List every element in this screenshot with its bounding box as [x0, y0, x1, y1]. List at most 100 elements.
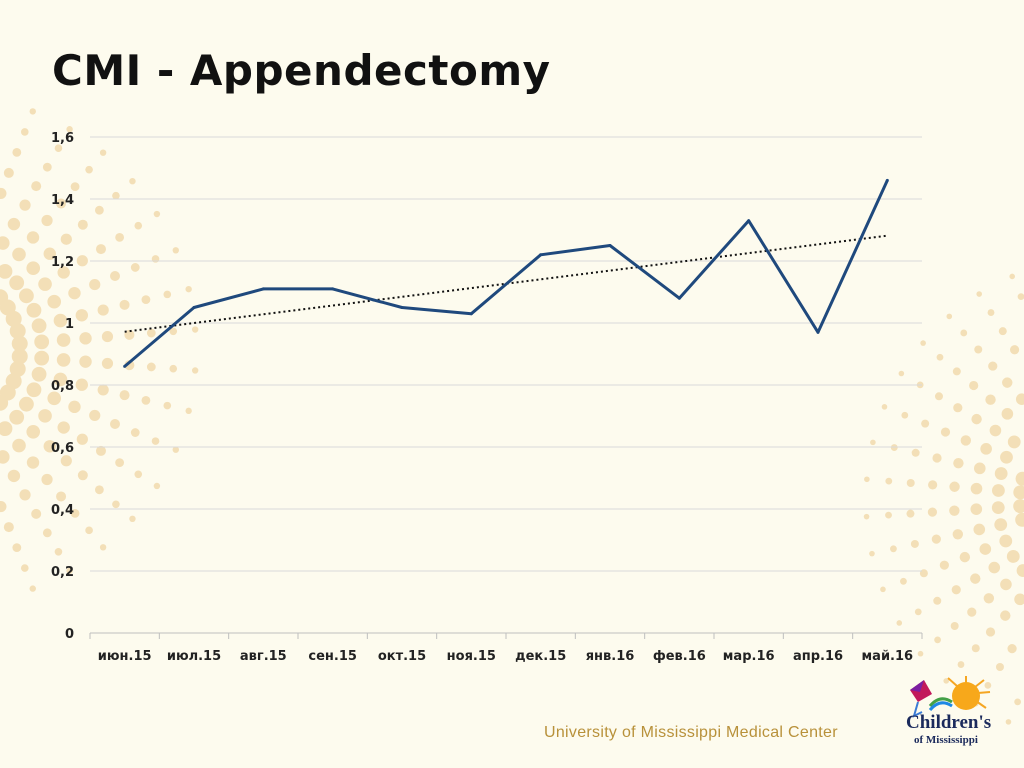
decor-dot — [959, 551, 971, 563]
decor-dot — [134, 221, 143, 230]
decor-dot — [1015, 393, 1024, 405]
decor-dot — [34, 334, 50, 350]
decor-dot — [12, 247, 26, 262]
decor-dot — [890, 444, 898, 451]
decor-dot — [863, 513, 870, 520]
decor-dot — [141, 295, 151, 305]
decor-dot — [949, 505, 960, 516]
decor-dot — [141, 395, 151, 405]
x-tick-label: окт.15 — [378, 649, 426, 664]
decor-dot — [896, 620, 903, 626]
decor-dot — [89, 409, 101, 422]
decor-dot — [130, 263, 140, 272]
decor-dot — [976, 291, 983, 297]
decor-dot — [77, 470, 88, 481]
decor-dot — [910, 539, 919, 548]
decor-dot — [19, 489, 31, 501]
decor-dot — [885, 511, 892, 519]
decor-dot — [29, 585, 36, 592]
decor-dot — [26, 302, 42, 318]
decor-dot — [34, 350, 50, 366]
decor-dot — [864, 476, 870, 483]
decor-dot — [1013, 485, 1024, 500]
x-tick-label: фев.16 — [653, 649, 706, 664]
decor-dot — [191, 326, 199, 333]
decor-dot — [99, 544, 107, 551]
decor-dot — [960, 329, 968, 337]
decor-dot — [936, 353, 944, 361]
decor-dot — [19, 396, 34, 412]
x-tick-label: июн.15 — [98, 649, 152, 664]
decor-dot — [967, 607, 977, 617]
decor-dot — [985, 394, 996, 405]
decor-dot — [970, 573, 981, 584]
decor-dot — [0, 236, 10, 250]
decor-dot — [983, 593, 995, 604]
data-point — [539, 253, 543, 257]
decor-dot — [115, 458, 125, 468]
decor-dot — [1014, 698, 1022, 706]
decor-dot — [932, 453, 942, 463]
decor-dot — [950, 622, 959, 631]
decor-dot — [38, 277, 52, 291]
decor-dot — [1009, 345, 1020, 355]
decor-dot — [57, 266, 70, 279]
decor-dot — [920, 340, 926, 346]
decor-dot — [99, 149, 107, 156]
decor-dot — [934, 392, 943, 401]
decor-dot — [3, 167, 14, 178]
decor-dot — [880, 586, 886, 593]
decor-dot — [994, 467, 1008, 480]
decor-dot — [172, 247, 179, 254]
decor-dot — [54, 548, 63, 556]
decor-dot — [124, 329, 135, 340]
decor-dot — [987, 309, 995, 316]
decor-dot — [12, 543, 22, 552]
decor-dot — [995, 663, 1004, 672]
decor-dot — [129, 515, 136, 523]
decor-dot — [19, 288, 34, 304]
decor-dot — [952, 367, 961, 376]
x-tick-label: дек.15 — [515, 649, 566, 664]
decor-dot — [1000, 578, 1012, 591]
decor-dot — [191, 367, 199, 374]
decor-dot — [974, 345, 983, 354]
decor-dot — [95, 244, 106, 255]
decor-dot — [41, 473, 53, 486]
decor-dot — [0, 450, 10, 464]
y-tick-label: 0,8 — [51, 379, 74, 394]
decor-dot — [1007, 644, 1017, 654]
decor-dot — [20, 128, 29, 136]
decor-dot — [988, 361, 998, 371]
logo-text-childrens: Children's — [906, 712, 992, 733]
decor-dot — [1007, 435, 1021, 449]
x-tick-label: мар.16 — [723, 649, 775, 664]
decor-dot — [129, 177, 136, 185]
decor-dot — [185, 285, 192, 293]
decor-dot — [146, 362, 156, 372]
decor-dot — [984, 681, 992, 689]
decor-dot — [31, 366, 47, 382]
decor-dot — [906, 479, 915, 488]
decor-dot — [979, 543, 992, 555]
decor-dot — [869, 550, 875, 557]
decor-dot — [26, 382, 42, 398]
decor-dot — [97, 304, 109, 316]
decor-dot — [26, 231, 40, 244]
decor-dot — [1009, 273, 1016, 280]
decor-dot — [94, 205, 104, 215]
decor-dot — [119, 299, 130, 310]
decor-dot — [957, 661, 965, 668]
decor-dot — [31, 508, 42, 519]
decor-dot — [26, 456, 40, 469]
decor-dot — [952, 529, 964, 540]
decor-dot — [60, 233, 72, 245]
decor-dot — [134, 470, 143, 479]
series-line-cmi — [123, 179, 889, 368]
decor-dot — [1005, 719, 1012, 725]
decor-dot — [47, 391, 62, 406]
decor-dot — [973, 462, 986, 475]
decor-dot — [101, 357, 114, 370]
